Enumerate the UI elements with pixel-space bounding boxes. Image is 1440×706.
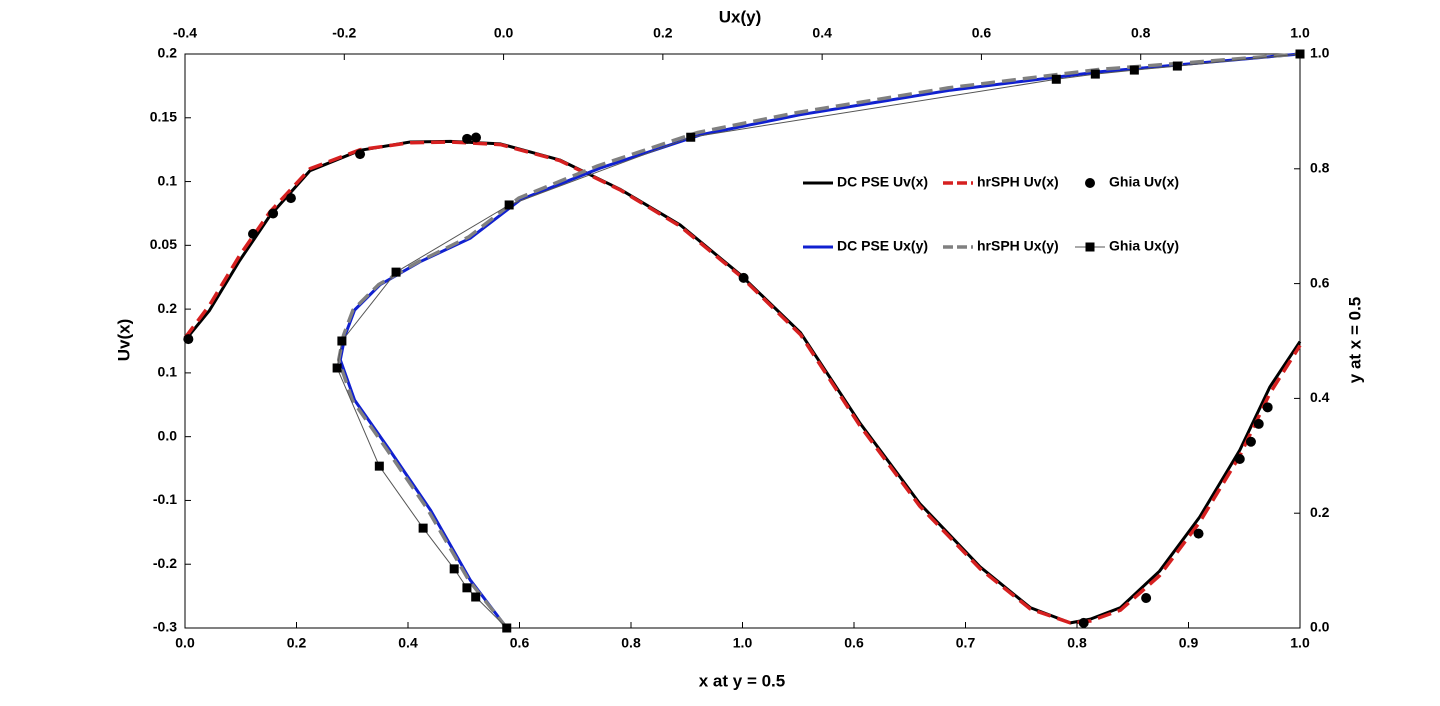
y-tick-label: -0.1 bbox=[153, 491, 177, 507]
data-point bbox=[332, 363, 342, 373]
legend-marker bbox=[1085, 242, 1095, 252]
data-point bbox=[1234, 453, 1245, 464]
data-line bbox=[183, 140, 1302, 625]
x2-tick-label: -0.4 bbox=[173, 25, 197, 41]
data-point bbox=[391, 267, 401, 277]
data-point bbox=[462, 583, 472, 593]
x2-tick-label: 0.0 bbox=[494, 25, 514, 41]
x-tick-label: 0.4 bbox=[398, 635, 418, 651]
data-point bbox=[1078, 617, 1089, 628]
x2-tick-label: 0.4 bbox=[812, 25, 832, 41]
x2-tick-label: -0.2 bbox=[332, 25, 356, 41]
data-point bbox=[337, 336, 347, 346]
y-tick-label: -0.2 bbox=[153, 555, 177, 571]
x-tick-label: 0.9 bbox=[1179, 635, 1199, 651]
data-point bbox=[418, 523, 428, 533]
x2-axis-label: Ux(y) bbox=[719, 7, 762, 26]
data-point bbox=[268, 208, 279, 219]
y-tick-label: 0.1 bbox=[158, 172, 178, 188]
data-line bbox=[338, 52, 1301, 629]
data-line bbox=[336, 52, 1301, 630]
x-tick-label: 0.0 bbox=[175, 635, 195, 651]
x-tick-label: 0.6 bbox=[844, 635, 864, 651]
data-point bbox=[502, 623, 512, 633]
x2-tick-label: 1.0 bbox=[1290, 25, 1310, 41]
plot-frame bbox=[184, 53, 1301, 629]
y-tick-label: 0.1 bbox=[158, 364, 178, 380]
data-point bbox=[738, 272, 749, 283]
x-tick-label: 1.0 bbox=[733, 635, 753, 651]
y-tick-label: 0.2 bbox=[158, 45, 178, 61]
y-tick-label: -0.3 bbox=[153, 619, 177, 635]
y2-tick-label: 0.8 bbox=[1310, 160, 1330, 176]
legend-marker bbox=[1085, 178, 1095, 188]
data-point bbox=[1051, 74, 1061, 84]
data-point bbox=[1090, 69, 1100, 79]
x-tick-label: 1.0 bbox=[1290, 635, 1310, 651]
data-point bbox=[248, 228, 259, 239]
data-line bbox=[336, 53, 1301, 629]
data-point bbox=[285, 193, 296, 204]
data-point bbox=[471, 132, 482, 143]
y-tick-label: 0.0 bbox=[158, 427, 178, 443]
data-line bbox=[183, 139, 1302, 625]
data-point bbox=[686, 132, 696, 142]
x-tick-label: 0.8 bbox=[1067, 635, 1087, 651]
data-point bbox=[355, 149, 366, 160]
data-point bbox=[1172, 61, 1182, 71]
y2-tick-label: 0.2 bbox=[1310, 504, 1330, 520]
y2-tick-label: 0.4 bbox=[1310, 389, 1330, 405]
data-point bbox=[374, 461, 384, 471]
data-point bbox=[504, 200, 514, 210]
data-point bbox=[462, 133, 473, 144]
legend-label: Ghia Ux(y) bbox=[1109, 238, 1179, 254]
data-point bbox=[1129, 65, 1139, 75]
data-point bbox=[1193, 528, 1204, 539]
y2-axis-label: y at x = 0.5 bbox=[1345, 297, 1364, 383]
y2-tick-label: 0.6 bbox=[1310, 274, 1330, 290]
data-point bbox=[183, 334, 194, 345]
data-point bbox=[449, 564, 459, 574]
data-point bbox=[1262, 402, 1273, 413]
x2-tick-label: 0.8 bbox=[1131, 25, 1151, 41]
x2-tick-label: 0.6 bbox=[972, 25, 992, 41]
x-tick-label: 0.6 bbox=[510, 635, 530, 651]
legend-label: Ghia Uv(x) bbox=[1109, 174, 1179, 190]
x2-tick-label: 0.2 bbox=[653, 25, 673, 41]
data-point bbox=[1253, 418, 1264, 429]
y-tick-label: 0.2 bbox=[158, 300, 178, 316]
x-tick-label: 0.2 bbox=[287, 635, 307, 651]
data-point bbox=[1141, 593, 1152, 604]
data-point bbox=[1295, 49, 1305, 59]
data-point bbox=[1245, 436, 1256, 447]
x-tick-label: 0.8 bbox=[621, 635, 641, 651]
data-point bbox=[471, 592, 481, 602]
legend-label: DC PSE Ux(y) bbox=[837, 238, 928, 254]
y-axis-label: Uv(x) bbox=[114, 319, 133, 362]
y-tick-label: 0.05 bbox=[150, 236, 177, 252]
x-axis-label: x at y = 0.5 bbox=[699, 671, 785, 690]
legend-label: hrSPH Ux(y) bbox=[977, 238, 1059, 254]
y2-tick-label: 0.0 bbox=[1310, 619, 1330, 635]
legend-label: hrSPH Uv(x) bbox=[977, 174, 1059, 190]
y2-tick-label: 1.0 bbox=[1310, 45, 1330, 61]
y-tick-label: 0.15 bbox=[150, 108, 177, 124]
x-tick-label: 0.7 bbox=[956, 635, 976, 651]
legend-label: DC PSE Uv(x) bbox=[837, 174, 928, 190]
